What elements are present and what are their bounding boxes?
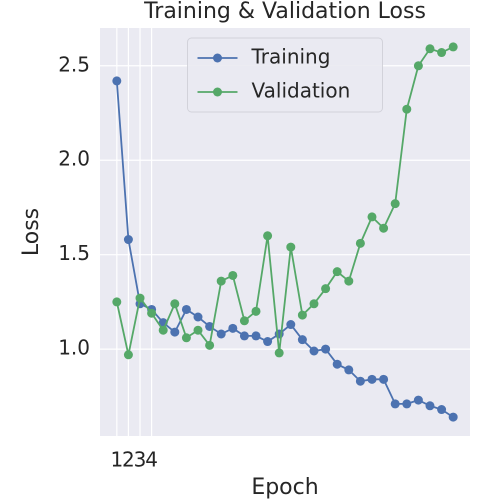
chart-title: Training & Validation Loss [143, 0, 426, 24]
data-point [251, 306, 261, 316]
data-point [286, 242, 296, 252]
data-point [355, 376, 365, 386]
data-point [413, 61, 423, 71]
data-point [367, 212, 377, 222]
data-point [390, 399, 400, 409]
data-point [263, 337, 273, 347]
data-point [239, 316, 249, 326]
data-point [216, 276, 226, 286]
data-point [297, 335, 307, 345]
legend-box [187, 37, 383, 113]
data-point [181, 304, 191, 314]
x-tick-label: 2 [122, 448, 135, 472]
data-point [379, 223, 389, 233]
data-point [321, 344, 331, 354]
data-point [112, 76, 122, 86]
data-point [297, 310, 307, 320]
data-point [193, 312, 203, 322]
data-point [135, 293, 145, 303]
x-axis-label: Epoch [251, 475, 318, 500]
data-point [437, 405, 447, 415]
y-axis-label: Loss [19, 208, 44, 256]
series-line [115, 46, 454, 355]
data-point [344, 276, 354, 286]
data-point [158, 325, 168, 335]
data-point [402, 104, 412, 114]
data-point [448, 412, 458, 422]
data-point [413, 395, 423, 405]
data-point [321, 284, 331, 294]
x-tick-label: 3 [134, 448, 147, 472]
data-point [170, 299, 180, 309]
data-point [448, 42, 458, 52]
legend-marker [213, 87, 222, 97]
data-point [193, 325, 203, 335]
data-point [112, 297, 122, 307]
data-point [437, 48, 447, 58]
x-tick-label: 1 [110, 448, 123, 472]
data-point [379, 374, 389, 384]
data-point [123, 350, 133, 360]
data-point [344, 365, 354, 375]
data-point [251, 331, 261, 341]
data-point [147, 308, 157, 318]
data-point [170, 327, 180, 337]
y-tick-label: 1.5 [58, 241, 90, 265]
y-tick-label: 2.5 [58, 52, 90, 76]
data-point [274, 348, 284, 358]
data-point [216, 329, 226, 339]
y-tick-label: 2.0 [58, 147, 90, 171]
data-point [367, 374, 377, 384]
data-point [425, 44, 435, 54]
data-point [205, 340, 215, 350]
data-point [355, 238, 365, 248]
data-point [123, 235, 133, 245]
data-point [181, 333, 191, 343]
legend-marker [213, 53, 222, 63]
x-tick-label: 4 [145, 448, 158, 472]
data-point [309, 299, 319, 309]
data-point [390, 199, 400, 209]
data-point [332, 359, 342, 369]
data-point [263, 231, 273, 241]
data-point [425, 401, 435, 411]
data-point [402, 399, 412, 409]
data-point [228, 270, 238, 280]
data-point [239, 331, 249, 341]
data-point [332, 267, 342, 277]
legend-label: Validation [252, 79, 351, 103]
legend-label: Training [251, 45, 331, 69]
data-point [309, 346, 319, 356]
data-point [228, 323, 238, 333]
data-point [286, 320, 296, 330]
y-tick-label: 1.0 [58, 336, 90, 360]
